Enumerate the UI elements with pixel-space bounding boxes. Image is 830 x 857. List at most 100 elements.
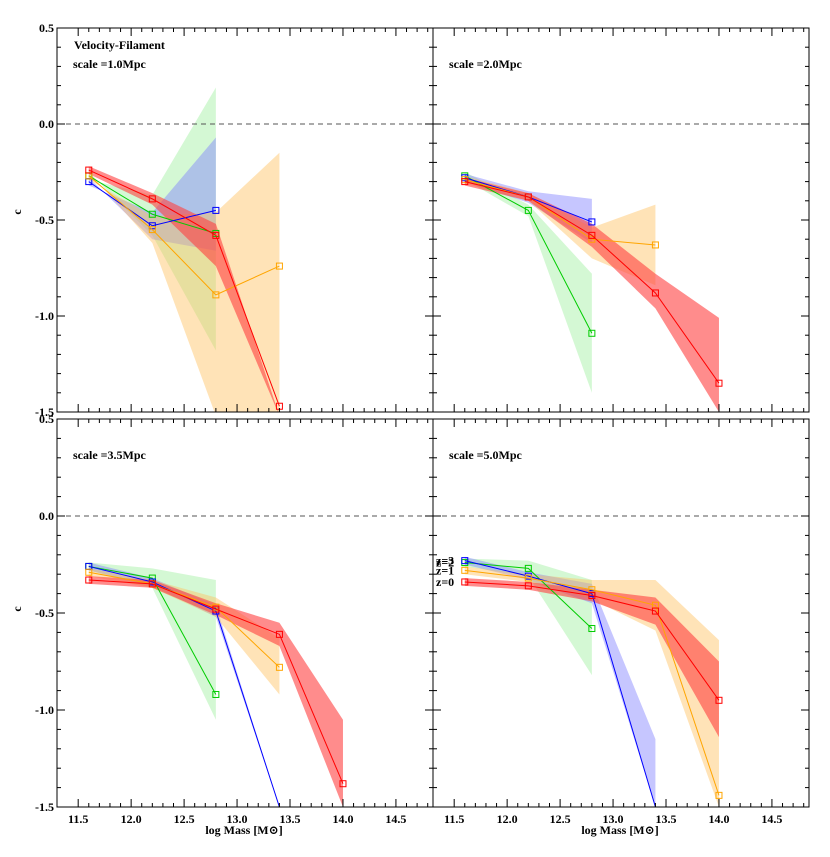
band-z2 — [464, 172, 592, 393]
y-tick-label: -1.5 — [35, 800, 54, 814]
x-tick-label: 12.5 — [174, 812, 195, 826]
series-line-z0 — [88, 169, 280, 407]
y-tick-label: -1.0 — [35, 309, 54, 323]
panels: 0.5 0.0 -0.5 -1.0 -1.5 scale =1.0Mpc scale =2.… — [35, 21, 810, 826]
x-tick-label: 12.0 — [121, 812, 142, 826]
y-tick-label: 0.5 — [39, 21, 54, 35]
data-point-z2 — [212, 690, 220, 698]
ylabel-bottom: c — [10, 606, 24, 612]
data-point-z0 — [339, 780, 347, 788]
series-line-z1 — [464, 569, 720, 796]
series-line-z1 — [464, 179, 656, 246]
plot-area — [85, 87, 283, 412]
data-point-z1 — [212, 291, 220, 299]
data-point-z0 — [588, 231, 596, 239]
data-point-z0 — [461, 578, 469, 586]
series-line-z0 — [464, 581, 720, 701]
data-point-z2 — [148, 210, 156, 218]
x-tick-label: 13.0 — [227, 812, 248, 826]
data-point-z0 — [524, 193, 532, 201]
series-line-z3 — [88, 181, 216, 227]
xlabel-right: log Mass [M⊙] — [581, 823, 658, 837]
data-point-z3 — [588, 218, 596, 226]
y-tick-label: -0.5 — [35, 213, 54, 227]
x-tick-label: 13.5 — [656, 812, 677, 826]
x-tick-label: 14.5 — [761, 812, 782, 826]
xlabel-left: log Mass [M⊙] — [205, 823, 282, 837]
band-z3 — [464, 556, 656, 807]
band-z2 — [88, 562, 216, 720]
series-line-z2 — [464, 562, 593, 629]
series-line-z0 — [464, 181, 720, 384]
series-line-z2 — [464, 175, 593, 334]
series-line-z1 — [88, 175, 280, 296]
legend-label-z2: z=2 — [436, 556, 454, 570]
panel-2: scale =2.0Mpc — [432, 27, 810, 413]
legend-label-z3: z=3 — [436, 554, 454, 568]
panel-1: 0.5 0.0 -0.5 -1.0 -1.5 scale =1.0Mpc — [35, 21, 434, 419]
data-point-z1 — [524, 574, 532, 582]
y-tick-label: -1.5 — [35, 405, 54, 419]
data-point-z0 — [212, 605, 220, 613]
data-point-z0 — [148, 195, 156, 203]
series-line-z1 — [88, 571, 280, 668]
data-point-z0 — [715, 696, 723, 704]
data-point-z0 — [148, 580, 156, 588]
data-point-z1 — [588, 235, 596, 243]
x-tick-label: 14.5 — [385, 812, 406, 826]
x-tick-label: 14.0 — [332, 812, 353, 826]
data-point-z1 — [275, 663, 283, 671]
data-point-z1 — [461, 566, 469, 574]
legend-label-z0: z=0 — [436, 575, 454, 589]
band-z0 — [88, 166, 279, 412]
data-point-z0 — [85, 166, 93, 174]
band-z0 — [464, 578, 719, 738]
band-z2 — [88, 87, 216, 351]
panel-4: 11.5 12.0 12.5 13.0 13.5 14.0 14.5 scale =5.0Mp… — [432, 418, 810, 826]
data-point-z0 — [588, 592, 596, 600]
panel-title: scale =1.0Mpc — [73, 57, 146, 71]
data-point-z1 — [715, 791, 723, 799]
x-tick-label: 12.0 — [497, 812, 518, 826]
series-line-z3 — [464, 560, 656, 807]
data-point-z0 — [461, 178, 469, 186]
data-point-z0 — [651, 607, 659, 615]
x-tick-label: 11.5 — [68, 812, 88, 826]
legend: z=3z=2z=1z=0 — [436, 554, 454, 589]
data-point-z0 — [651, 289, 659, 297]
y-tick-label: -0.5 — [35, 606, 54, 620]
data-point-z3 — [212, 206, 220, 214]
data-point-z1 — [651, 241, 659, 249]
data-point-z0 — [524, 582, 532, 590]
data-point-z2 — [588, 625, 596, 633]
x-tick-label: 13.0 — [603, 812, 624, 826]
data-point-z1 — [148, 226, 156, 234]
data-point-z0 — [275, 630, 283, 638]
y-tick-label: 0.0 — [39, 117, 54, 131]
series-line-z2 — [88, 565, 217, 695]
data-point-z2 — [524, 206, 532, 214]
x-tick-label: 13.5 — [280, 812, 301, 826]
plot-area — [461, 172, 723, 412]
x-tick-label: 12.5 — [550, 812, 571, 826]
series-line-z0 — [88, 579, 344, 784]
data-point-z0 — [85, 576, 93, 584]
x-tick-label: 14.0 — [708, 812, 729, 826]
plot-area — [461, 556, 723, 807]
panel-title: scale =2.0Mpc — [449, 57, 522, 71]
panel-title: scale =3.5Mpc — [73, 448, 146, 462]
legend-label-z1: z=1 — [436, 563, 454, 577]
figure-label: Velocity-Filament — [74, 38, 165, 52]
data-point-z0 — [212, 231, 220, 239]
data-point-z0 — [715, 379, 723, 387]
plot-area — [85, 562, 347, 807]
y-tick-label: -1.0 — [35, 703, 54, 717]
x-tick-label: 11.5 — [444, 812, 464, 826]
data-point-z3 — [461, 557, 469, 565]
band-z1 — [464, 566, 719, 807]
data-point-z1 — [85, 568, 93, 576]
band-z1 — [88, 152, 280, 412]
ylabel-top: c — [10, 209, 24, 215]
y-tick-label: 0.5 — [39, 412, 54, 426]
